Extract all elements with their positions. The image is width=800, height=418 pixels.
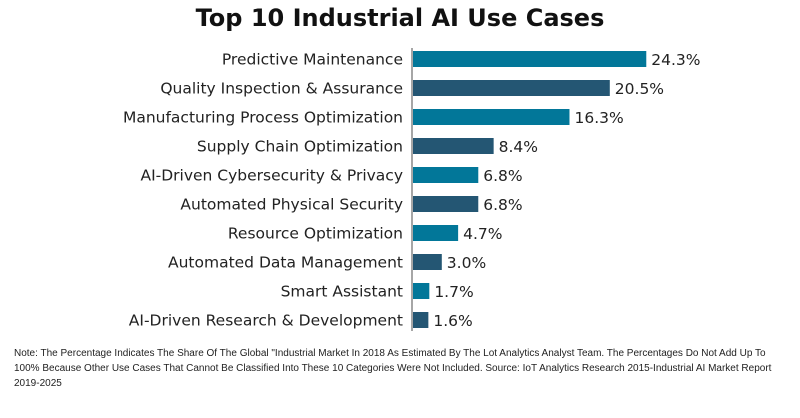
category-label: Smart Assistant	[281, 283, 403, 301]
category-label: Quality Inspection & Assurance	[160, 80, 403, 98]
category-label: AI-Driven Research & Development	[129, 312, 403, 330]
bar	[413, 138, 494, 154]
category-label: Automated Physical Security	[180, 196, 403, 214]
value-label: 3.0%	[447, 254, 486, 272]
bar	[413, 312, 429, 328]
category-label: AI-Driven Cybersecurity & Privacy	[140, 167, 403, 185]
bar-chart: Predictive Maintenance 24.3% Quality Inspe…	[123, 48, 701, 331]
bar	[413, 109, 570, 125]
category-label: Supply Chain Optimization	[197, 138, 403, 156]
value-label: 6.8%	[483, 167, 522, 185]
value-label: 4.7%	[463, 225, 502, 243]
bar	[413, 51, 647, 67]
chart-title: Top 10 Industrial AI Use Cases	[195, 4, 605, 32]
value-label: 6.8%	[483, 196, 522, 214]
category-label: Automated Data Management	[168, 254, 403, 272]
category-label: Resource Optimization	[228, 225, 403, 243]
footnote: Note: The Percentage Indicates The Share…	[14, 348, 772, 389]
value-label: 20.5%	[615, 80, 664, 98]
bar	[413, 167, 479, 183]
bar	[413, 283, 430, 299]
bar	[413, 254, 442, 270]
bar	[413, 196, 479, 212]
value-label: 1.7%	[434, 283, 473, 301]
value-label: 24.3%	[651, 51, 700, 69]
value-label: 16.3%	[574, 109, 623, 127]
category-label: Predictive Maintenance	[222, 51, 403, 69]
bar	[413, 80, 610, 96]
value-label: 1.6%	[433, 312, 472, 330]
value-label: 8.4%	[499, 138, 538, 156]
bar	[413, 225, 459, 241]
category-label: Manufacturing Process Optimization	[123, 109, 403, 127]
